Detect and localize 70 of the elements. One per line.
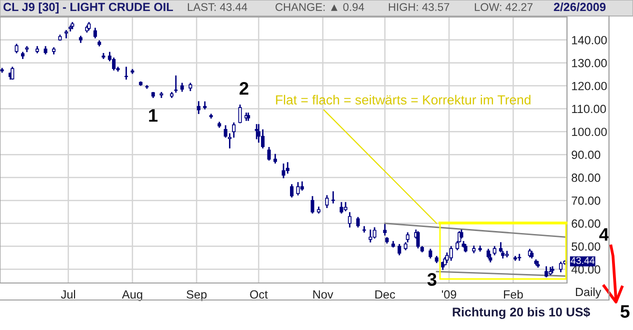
candlestick bbox=[518, 254, 522, 261]
candlestick bbox=[340, 202, 344, 214]
candlestick bbox=[64, 30, 68, 38]
y-tick-label: 60.00 bbox=[572, 219, 600, 228]
candlestick bbox=[356, 216, 360, 228]
y-tick-label: 100.00 bbox=[572, 128, 607, 136]
x-tick-label: Feb bbox=[504, 290, 523, 299]
x-axis-title: Daily bbox=[576, 287, 602, 299]
candlestick bbox=[331, 191, 335, 204]
candlestick bbox=[254, 124, 258, 140]
candlestick bbox=[325, 195, 329, 208]
text: 2/26/2009 bbox=[554, 2, 606, 12]
annotation: 3 bbox=[427, 273, 436, 286]
candlestick bbox=[559, 262, 563, 272]
candlestick bbox=[25, 46, 29, 52]
candlestick bbox=[286, 162, 290, 174]
chart-title: CL J9 [30] - LIGHT CRUDE OIL bbox=[3, 2, 173, 14]
candlestick bbox=[238, 104, 242, 124]
annotation: 1 bbox=[149, 109, 158, 122]
annotation: Flat = flach = seitwärts = Korrektur im Trend bbox=[276, 94, 530, 105]
candlestick bbox=[310, 196, 314, 214]
candlestick bbox=[160, 92, 164, 98]
text: HIGH: 43.57 bbox=[388, 3, 450, 11]
annotation: 4 bbox=[599, 228, 609, 241]
candlestick bbox=[348, 212, 352, 228]
y-tick-label: 70.00 bbox=[572, 196, 600, 205]
candlestick bbox=[296, 182, 300, 196]
candlestick bbox=[372, 227, 376, 239]
y-tick-label: 120.00 bbox=[572, 82, 607, 90]
candlestick bbox=[174, 75, 178, 93]
y-tick-label: 40.00 bbox=[571, 265, 600, 274]
x-tick-label: Oct bbox=[250, 290, 268, 299]
candlestick bbox=[416, 231, 420, 248]
y-tick-label: 50.00 bbox=[572, 242, 600, 251]
y-tick-label: 110.00 bbox=[572, 104, 606, 114]
text: LOW: 42.27 bbox=[474, 3, 533, 11]
candlestick bbox=[514, 256, 518, 261]
y-tick-label: 80.00 bbox=[572, 174, 600, 182]
text: LAST: 43.44 bbox=[188, 3, 248, 11]
x-tick-label: '09 bbox=[442, 290, 456, 299]
candlestick bbox=[196, 101, 200, 114]
candlestick bbox=[544, 266, 548, 278]
candlestick bbox=[478, 246, 482, 252]
annotation: 2 bbox=[240, 82, 248, 95]
y-tick-label: 140.00 bbox=[572, 36, 607, 44]
candlestick bbox=[445, 252, 449, 264]
candlestick bbox=[383, 224, 387, 236]
x-tick-label: Nov bbox=[313, 290, 334, 299]
candlestick bbox=[93, 28, 97, 38]
candlestick bbox=[232, 122, 236, 138]
text: CHANGE: ▲ 0.94 bbox=[276, 3, 364, 11]
candlestick bbox=[203, 101, 207, 110]
candlestick bbox=[362, 226, 366, 233]
candlestick bbox=[124, 66, 128, 80]
candlestick bbox=[267, 147, 271, 161]
x-tick-label: Sep bbox=[186, 290, 207, 301]
candlestick bbox=[398, 244, 402, 256]
candlestick bbox=[130, 69, 134, 74]
y-tick-label: 130.00 bbox=[572, 58, 607, 68]
x-tick-label: Jul bbox=[60, 290, 76, 299]
x-tick-label: Dec bbox=[375, 290, 396, 299]
y-tick-label: 90.00 bbox=[572, 150, 600, 159]
candlestick bbox=[145, 85, 149, 89]
candlestick bbox=[368, 230, 372, 242]
candlestick bbox=[290, 184, 294, 198]
text: 5 bbox=[620, 305, 630, 318]
candlestick bbox=[282, 164, 286, 178]
annotation: 43.44 bbox=[570, 257, 595, 264]
candlestick bbox=[449, 246, 453, 261]
text: Richtung 20 bis 10 US$ bbox=[452, 307, 590, 319]
